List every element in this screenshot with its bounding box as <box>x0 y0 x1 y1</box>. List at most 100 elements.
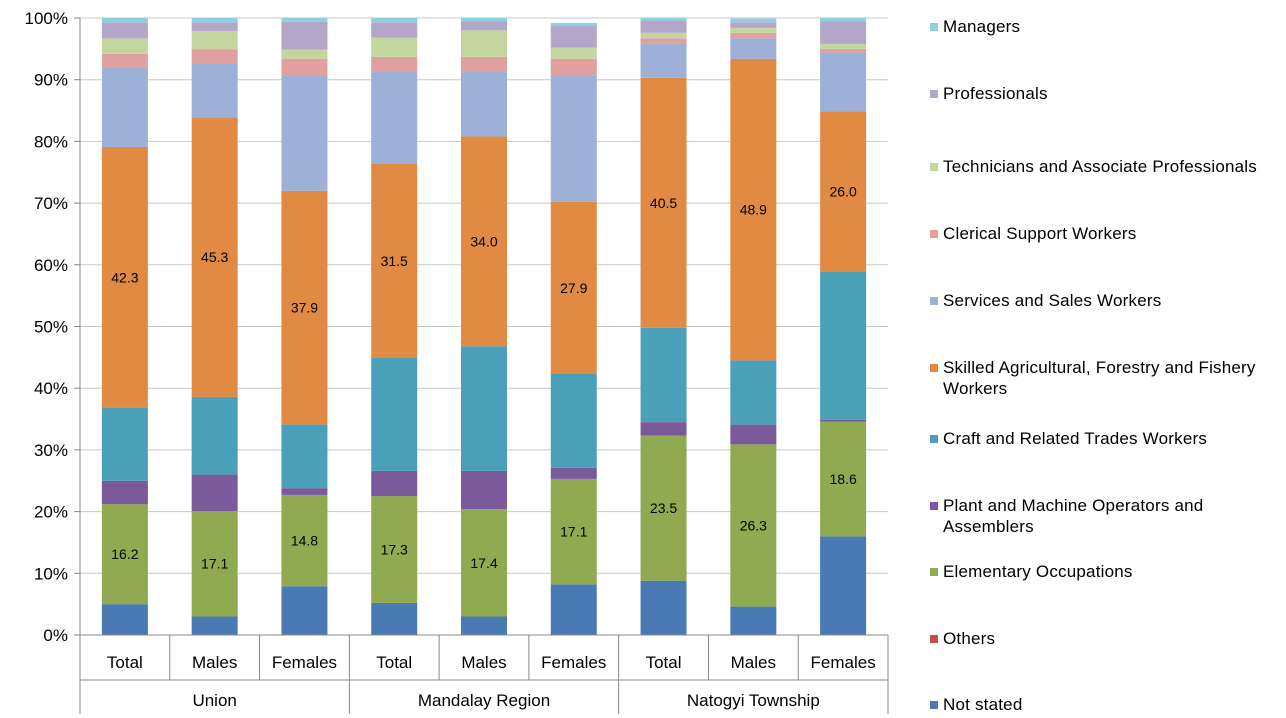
bar-segment <box>730 444 777 607</box>
bar-segment <box>371 18 418 23</box>
legend-item: Not stated <box>930 694 1278 715</box>
legend-item: Skilled Agricultural, Forestry and Fishe… <box>930 357 1278 399</box>
legend-item: Elementary Occupations <box>930 561 1278 582</box>
data-label: 17.4 <box>470 555 497 571</box>
bar-segment <box>191 117 238 397</box>
y-tick-label: 50% <box>34 318 68 337</box>
data-label: 37.9 <box>291 300 318 316</box>
bar-segment <box>550 584 597 635</box>
bar-segment <box>640 327 687 423</box>
bar-segment <box>640 580 687 635</box>
x-tick-label: Total <box>376 653 412 672</box>
bar-segment <box>820 536 867 635</box>
bar-segment <box>461 616 507 635</box>
bar-segment <box>730 38 777 59</box>
group-label: Mandalay Region <box>418 691 550 710</box>
bar-segment <box>550 25 597 48</box>
bar-segment <box>820 111 867 272</box>
y-tick-label: 30% <box>34 441 68 460</box>
x-tick-label: Females <box>811 653 876 672</box>
data-labels-layer: 16.2 42.3 17.1 45.3 14.8 37.9 17.3 31.5 17.4 34.0… <box>111 183 857 571</box>
bar-segment <box>820 419 867 422</box>
legend-swatch <box>930 435 938 443</box>
bar-segment <box>820 18 867 22</box>
x-tick-label: Total <box>107 653 143 672</box>
legend-label: Craft and Related Trades Workers <box>943 429 1208 448</box>
bar-segment <box>461 71 507 137</box>
bar-segment <box>101 504 148 605</box>
bar-segment <box>101 67 148 147</box>
bar-segment <box>101 22 148 39</box>
bar-segment <box>281 18 328 22</box>
y-tick-label: 40% <box>34 379 68 398</box>
legend-label: Not stated <box>943 695 1023 714</box>
group-label: Natogyi Township <box>687 691 820 710</box>
data-label: 27.9 <box>560 280 587 296</box>
legend-label: Managers <box>943 17 1021 36</box>
legend-swatch <box>930 297 938 305</box>
bar-segment <box>101 53 148 68</box>
legend-swatch <box>930 230 938 238</box>
bar-segment <box>101 146 148 408</box>
data-label: 26.0 <box>829 183 856 199</box>
bar-segment <box>820 48 867 53</box>
bar-segment <box>191 49 238 64</box>
bar-segment <box>550 374 597 468</box>
bar-segment <box>730 606 777 635</box>
y-tick-label: 0% <box>43 626 68 645</box>
bar-segment <box>820 52 867 112</box>
legend-item: Services and Sales Workers <box>930 290 1278 311</box>
bar-segment <box>191 510 238 617</box>
bar-segment <box>730 360 777 425</box>
bar-segment <box>191 616 238 635</box>
data-label: 23.5 <box>650 500 677 516</box>
bar-segment <box>281 586 328 635</box>
y-tick-label: 100% <box>25 9 68 28</box>
bar-segment <box>550 22 597 26</box>
bar-segment <box>281 424 328 489</box>
axes-layer: 0% 10% 20% 30% 40% 50% 60% 70% 80% 90% 100% Total Ma… <box>25 9 889 714</box>
y-tick-label: 80% <box>34 132 68 151</box>
data-label: 40.5 <box>650 195 677 211</box>
data-label: 17.1 <box>201 556 228 572</box>
legend-swatch <box>930 568 938 576</box>
x-tick-label: Females <box>541 653 606 672</box>
y-tick-label: 60% <box>34 256 68 275</box>
bar-segment <box>371 470 418 497</box>
legend-item: Others <box>930 628 1278 649</box>
bar-segment <box>101 604 148 635</box>
legend-swatch <box>930 635 938 643</box>
data-label: 45.3 <box>201 249 228 265</box>
x-tick-label: Males <box>192 653 237 672</box>
bar-segment <box>550 201 597 375</box>
bar-segment <box>281 21 328 50</box>
bar-segment <box>640 38 687 44</box>
bar-segment <box>461 18 507 22</box>
bar-segment <box>461 136 507 347</box>
x-tick-label: Males <box>461 653 506 672</box>
bar-segment <box>281 75 328 191</box>
legend-label: Services and Sales Workers <box>943 291 1162 310</box>
data-label: 14.8 <box>291 533 318 549</box>
bar-segment <box>461 470 507 510</box>
bar-segment <box>550 58 597 76</box>
legend-item: Managers <box>930 16 1278 37</box>
bar-segment <box>101 407 148 481</box>
bar-segment <box>550 478 597 585</box>
bar-segment <box>730 18 777 23</box>
bar-segment <box>371 163 418 358</box>
bar-segment <box>461 30 507 57</box>
bar-segment <box>371 357 418 471</box>
data-label: 16.2 <box>111 546 138 562</box>
bar-segment <box>371 71 418 164</box>
bar-segment <box>461 509 507 617</box>
bar-segment <box>730 424 777 445</box>
legend-swatch <box>930 364 938 372</box>
bar-segment <box>191 63 238 118</box>
y-tick-label: 90% <box>34 71 68 90</box>
bar-segment <box>730 32 777 39</box>
bar-segment <box>461 21 507 31</box>
legend-item: Plant and Machine Operators and Assemble… <box>930 495 1278 537</box>
x-tick-label: Females <box>272 653 337 672</box>
bar-segment <box>820 43 867 49</box>
